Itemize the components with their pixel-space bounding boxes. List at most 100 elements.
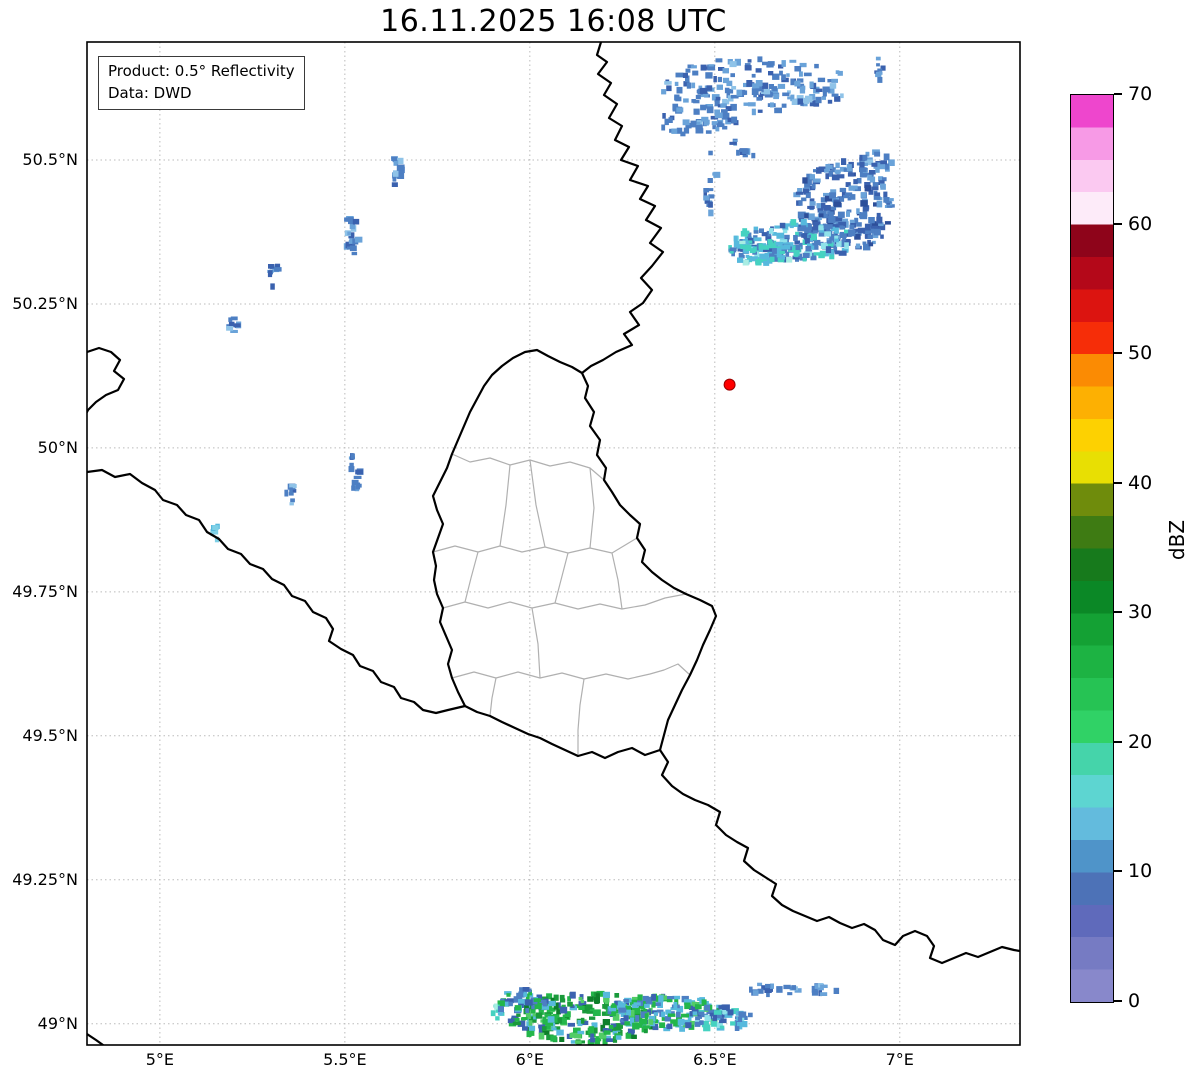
radar-echo-cell <box>731 251 735 257</box>
radar-echo-cell <box>530 1007 536 1014</box>
y-tick-label: 50.5°N <box>22 150 78 170</box>
radar-echo-cell <box>859 167 867 173</box>
radar-echo-cell <box>812 243 819 250</box>
radar-echo-cell <box>594 1038 601 1045</box>
radar-echo-cell <box>544 1013 551 1018</box>
radar-echo-cell <box>664 118 669 126</box>
radar-echo-cell <box>230 329 238 333</box>
radar-echo-cell <box>729 141 737 145</box>
radar-echo-cell <box>768 84 774 89</box>
radar-echo-cell <box>753 246 760 252</box>
radar-echo-cell <box>796 200 801 206</box>
radar-echo-cell <box>525 1012 531 1019</box>
radar-echo-cell <box>827 79 832 83</box>
radar-echo-cell <box>689 1020 697 1025</box>
radar-echo-cell <box>721 109 728 114</box>
radar-echo-cell <box>797 211 806 219</box>
radar-echo-cell <box>794 80 801 87</box>
radar-echo-cell <box>727 1009 734 1016</box>
radar-echo-cell <box>722 98 727 105</box>
radar-echo-cell <box>819 228 825 233</box>
radar-echo-cell <box>718 67 725 71</box>
radar-echo-cell <box>274 267 282 272</box>
radar-echo-cell <box>776 232 785 239</box>
radar-echo-cell <box>687 64 694 69</box>
x-tick-label: 7°E <box>885 1050 914 1069</box>
radar-echo-cell <box>790 219 797 226</box>
radar-echo-cell <box>550 1035 557 1042</box>
radar-echo-cell <box>553 1002 559 1010</box>
radar-echo-cell <box>853 228 859 233</box>
radar-echo-cell <box>696 121 701 125</box>
radar-echo-cell <box>730 1021 736 1026</box>
radar-echo-cell <box>798 242 803 250</box>
radar-echo-cell <box>813 178 821 183</box>
radar-echo-cell <box>717 76 722 83</box>
radar-echo-cell <box>228 317 233 322</box>
radar-echo-cell <box>514 1005 522 1011</box>
radar-echo-cell <box>289 487 293 493</box>
radar-echo-cell <box>733 241 740 248</box>
radar-echo-cell <box>591 1022 598 1028</box>
radar-echo-cell <box>823 205 831 211</box>
radar-echo-cell <box>882 177 887 182</box>
radar-echo-cell <box>731 86 737 90</box>
radar-echo-cell <box>743 102 751 106</box>
radar-echo-cell <box>538 1027 544 1034</box>
radar-echo-cell <box>270 283 275 290</box>
radar-echo-cell <box>614 1000 621 1007</box>
radar-echo-cell <box>837 211 845 218</box>
radar-echo-cell <box>783 223 791 227</box>
radar-echo-cell <box>865 159 874 166</box>
radar-echo-cell <box>808 245 815 250</box>
radar-echo-cell <box>759 253 768 260</box>
radar-echo-cell <box>350 453 355 459</box>
radar-echo-cell <box>761 232 768 237</box>
radar-echo-cell <box>869 176 876 183</box>
radar-echo-cell <box>344 217 351 222</box>
radar-echo-cell <box>811 233 817 241</box>
radar-echo-cell <box>830 226 835 232</box>
radar-echo-cell <box>884 163 889 170</box>
radar-echo-cell <box>652 1026 659 1031</box>
radar-echo-cell <box>878 180 885 185</box>
colorbar-tick-label: 30 <box>1128 601 1153 624</box>
radar-echo-cell <box>722 1011 730 1015</box>
radar-echo-cell <box>793 235 798 241</box>
radar-echo-cell <box>497 1012 503 1016</box>
radar-echo-cell <box>856 208 860 214</box>
radar-echo-cell <box>831 174 840 181</box>
y-tick-label: 49.75°N <box>12 581 78 601</box>
radar-echo-cell <box>577 1030 585 1035</box>
radar-echo-cell <box>347 231 351 236</box>
radar-echo-cell <box>827 240 832 244</box>
radar-echo-cell <box>617 1001 623 1007</box>
radar-echo-cell <box>868 217 875 224</box>
radar-echo-cell <box>837 196 845 202</box>
radar-echo-cell <box>508 1001 513 1007</box>
radar-echo-cell <box>883 191 888 198</box>
radar-echo-cell <box>813 100 820 107</box>
radar-echo-cell <box>786 73 790 77</box>
radar-echo-cell <box>289 484 297 489</box>
radar-echo-cell <box>811 985 819 993</box>
radar-echo-cell <box>781 246 788 253</box>
radar-echo-cell <box>653 1012 658 1016</box>
radar-echo-cell <box>643 1025 651 1029</box>
radar-echo-cell <box>715 1012 721 1019</box>
radar-echo-cell <box>775 242 784 246</box>
radar-echo-cell <box>729 247 737 252</box>
radar-echo-cell <box>564 1011 571 1018</box>
radar-echo-cell <box>846 164 852 171</box>
radar-echo-cell <box>838 221 847 228</box>
radar-echo-cell <box>692 1006 699 1013</box>
radar-echo-cell <box>670 1019 677 1024</box>
radar-echo-cell <box>586 1009 594 1014</box>
radar-echo-cell <box>819 250 826 257</box>
radar-echo-cell <box>829 83 837 89</box>
radar-echo-cell <box>556 1002 561 1008</box>
radar-echo-cell <box>757 56 763 63</box>
radar-echo-cell <box>864 182 871 189</box>
colorbar-tick-mark <box>1114 870 1122 873</box>
radar-echo-cell <box>648 1019 654 1025</box>
